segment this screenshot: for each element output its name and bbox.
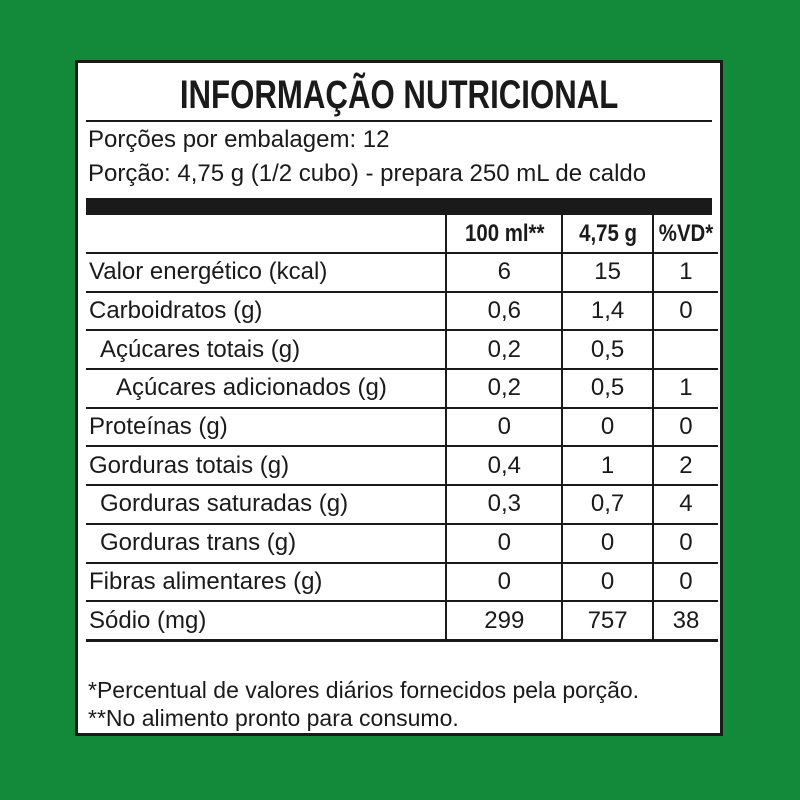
nutrition-label: INFORMAÇÃO NUTRICIONAL Porções por embal… (75, 60, 723, 736)
value-portion: 0,5 (561, 368, 654, 409)
header-empty (86, 215, 448, 254)
nutrition-table: 100 ml** 4,75 g %VD* Valor energético (k… (86, 215, 718, 642)
header-100ml-text: 100 ml** (464, 219, 545, 247)
value-100ml: 0,3 (445, 484, 564, 525)
value-100ml: 0,4 (445, 445, 564, 487)
value-portion: 0,5 (561, 329, 654, 371)
value-100ml: 0 (445, 406, 564, 448)
footnote-ready: **No alimento pronto para consumo. (88, 705, 459, 731)
table-row: Açúcares adicionados (g) 0,2 0,5 1 (86, 368, 718, 409)
value-vd: 38 (651, 600, 718, 642)
row-label: Proteínas (g) (86, 406, 448, 448)
table-row: Açúcares totais (g) 0,2 0,5 (86, 329, 718, 371)
value-100ml: 0,2 (445, 329, 564, 371)
row-label: Fibras alimentares (g) (86, 561, 448, 603)
value-100ml: 0 (445, 522, 564, 564)
footnote-vd: *Percentual de valores diários fornecido… (88, 677, 640, 703)
row-label: Gorduras saturadas (g) (86, 484, 448, 525)
table-row: Carboidratos (g) 0,6 1,4 0 (86, 290, 718, 332)
row-label: Açúcares totais (g) (86, 329, 448, 371)
table-row: Gorduras totais (g) 0,4 1 2 (86, 445, 718, 487)
label-title: INFORMAÇÃO NUTRICIONAL (78, 73, 720, 117)
value-portion: 0 (561, 522, 654, 564)
row-label: Valor energético (kcal) (86, 252, 448, 293)
value-portion: 1,4 (561, 290, 654, 332)
header-portion-text: 4,75 g (578, 219, 637, 247)
table-row: Gorduras trans (g) 0 0 0 (86, 522, 718, 564)
value-100ml: 6 (445, 252, 564, 293)
table-row: Sódio (mg) 299 757 38 (86, 600, 718, 642)
table-row: Valor energético (kcal) 6 15 1 (86, 252, 718, 293)
row-label: Açúcares adicionados (g) (86, 368, 448, 409)
servings-per-package: Porções por embalagem: 12 (88, 126, 390, 153)
value-portion: 757 (561, 600, 654, 642)
table-header: 100 ml** 4,75 g %VD* (86, 215, 718, 254)
value-vd: 0 (651, 561, 718, 603)
value-portion: 0 (561, 406, 654, 448)
thick-divider (86, 198, 712, 215)
row-label: Gorduras trans (g) (86, 522, 448, 564)
value-vd: 4 (651, 484, 718, 525)
value-100ml: 0 (445, 561, 564, 603)
value-vd: 0 (651, 290, 718, 332)
value-100ml: 0,2 (445, 368, 564, 409)
value-vd (651, 329, 718, 371)
title-divider (86, 120, 712, 122)
value-portion: 0 (561, 561, 654, 603)
value-portion: 15 (561, 252, 654, 293)
table-row: Proteínas (g) 0 0 0 (86, 406, 718, 448)
header-portion: 4,75 g (561, 215, 654, 254)
value-vd: 0 (651, 406, 718, 448)
row-label: Sódio (mg) (86, 600, 448, 642)
value-vd: 1 (651, 252, 718, 293)
label-title-text: INFORMAÇÃO NUTRICIONAL (179, 73, 619, 117)
value-vd: 1 (651, 368, 718, 409)
value-vd: 0 (651, 522, 718, 564)
value-vd: 2 (651, 445, 718, 487)
header-vd-text: %VD* (658, 219, 714, 247)
header-vd: %VD* (651, 215, 718, 254)
value-100ml: 299 (445, 600, 564, 642)
value-portion: 0,7 (561, 484, 654, 525)
row-label: Carboidratos (g) (86, 290, 448, 332)
table-row: Fibras alimentares (g) 0 0 0 (86, 561, 718, 603)
value-100ml: 0,6 (445, 290, 564, 332)
header-100ml: 100 ml** (445, 215, 564, 254)
row-label: Gorduras totais (g) (86, 445, 448, 487)
table-row: Gorduras saturadas (g) 0,3 0,7 4 (86, 484, 718, 525)
value-portion: 1 (561, 445, 654, 487)
serving-size: Porção: 4,75 g (1/2 cubo) - prepara 250 … (88, 160, 647, 187)
